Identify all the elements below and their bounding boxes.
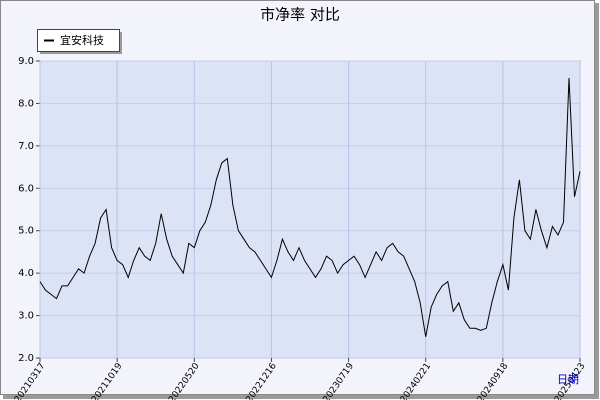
y-tick-label: 3.0 (18, 311, 34, 322)
y-tick-label: 2.0 (18, 353, 34, 364)
y-tick-label: 6.0 (18, 183, 34, 194)
line-series (39, 77, 581, 337)
y-tick-label: 7.0 (18, 141, 34, 152)
legend: 宜安科技 (37, 29, 122, 54)
legend-label: 宜安科技 (60, 33, 104, 47)
x-axis-label: 日期 (557, 373, 579, 386)
y-tick-label: 4.0 (18, 268, 34, 279)
y-tick-label: 8.0 (18, 98, 34, 109)
y-tick-label: 9.0 (18, 56, 34, 67)
y-tick-label: 5.0 (18, 226, 34, 237)
chart-title: 市净率 对比 (260, 6, 340, 24)
plot-area (39, 60, 581, 359)
legend-box (37, 29, 120, 52)
